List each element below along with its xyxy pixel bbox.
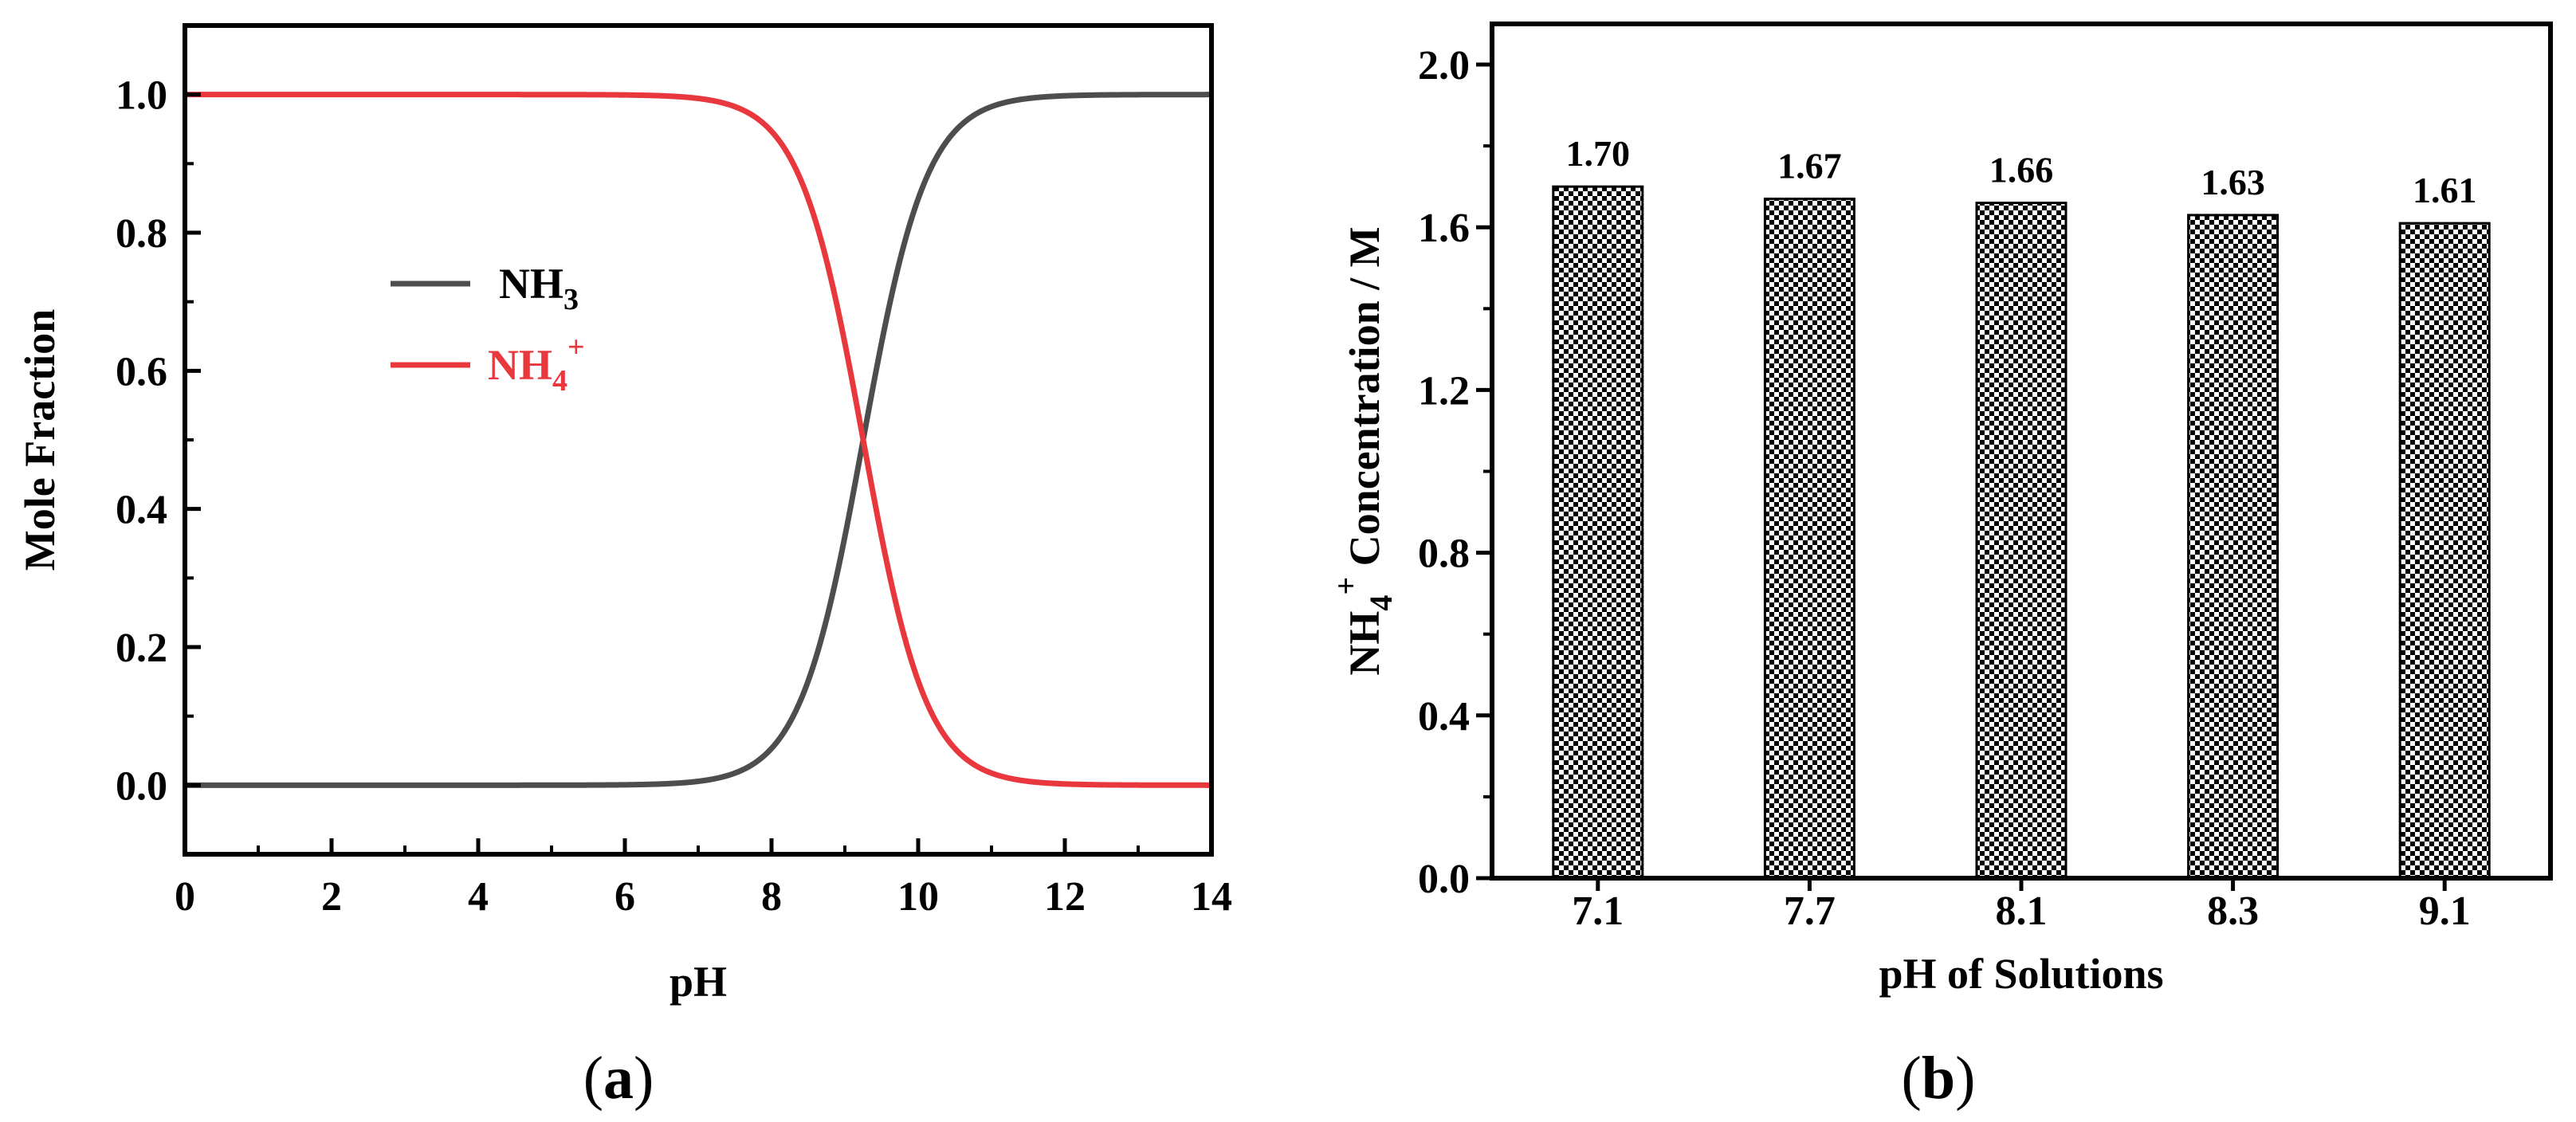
legend-label-nh4: NH4+ — [488, 331, 585, 398]
panel-b-x-tick-label: 9.1 — [2419, 889, 2471, 934]
panel-b-bars: 1.70 1.67 1.66 1.63 1.61 — [1552, 133, 2491, 880]
panel-a-x-tick-label: 2 — [321, 874, 342, 920]
legend-label-nh3: NH3 — [499, 260, 579, 316]
panel-b-bar-chart: 1.70 1.67 1.66 1.63 1.61 0.00.40.81.21.62.0 … — [1328, 22, 2553, 1112]
panel-b-y-tick-label: 0.4 — [1418, 694, 1470, 740]
legend-nh4-sub: 4 — [552, 364, 567, 398]
series-line-nh3 — [185, 92, 1211, 788]
series-line-nh4 — [185, 92, 1211, 788]
panel-a-caption: (a) — [583, 1045, 654, 1112]
panel-b-y-tick-label: 1.6 — [1418, 206, 1470, 251]
panel-a-x-axis-title: pH — [670, 958, 727, 1006]
panel-b-ylabel-sub: 4 — [1363, 595, 1399, 611]
panel-a-x-tick-label: 4 — [468, 874, 489, 920]
panel-a-x-tick-label: 0 — [175, 874, 195, 920]
panel-a-y-tick-label: 0.2 — [116, 626, 167, 671]
panel-a-y-tick-label: 0.6 — [116, 349, 167, 394]
panel-b-x-tick-label: 7.7 — [1784, 889, 1836, 934]
bar-value-label: 1.70 — [1566, 133, 1631, 174]
panel-a-line-chart: 0.0 0.2 0.4 0.6 0.8 1.0 0 2 4 6 8 10 12 14 Mole Frac… — [16, 23, 1232, 1112]
panel-b-ylabel-sup: + — [1328, 577, 1364, 595]
panel-a-x-tick-label: 8 — [761, 874, 782, 920]
panel-b-y-tick-label: 1.2 — [1418, 368, 1470, 414]
legend-nh4-sup: + — [567, 331, 585, 364]
bar-ph-7-1 — [1552, 185, 1644, 880]
panel-b-y-axis-title: NH4+ Concentration / M — [1328, 226, 1399, 675]
legend-nh3-sub: 3 — [564, 283, 579, 316]
panel-b-y-tick-label: 0.0 — [1418, 857, 1470, 902]
legend-nh4-main: NH — [488, 341, 552, 389]
panel-b-caption-letter: b — [1922, 1045, 1955, 1112]
panel-a-y-axis-title: Mole Fraction — [16, 309, 64, 571]
bar-ph-9-1 — [2398, 222, 2491, 880]
panel-a-legend: NH3 NH4+ — [391, 260, 585, 398]
bar-value-label: 1.61 — [2413, 170, 2477, 210]
bar-ph-8-1 — [1975, 202, 2067, 880]
bar-value-label: 1.66 — [1989, 150, 2054, 190]
panel-b-x-axis: 7.1 7.7 8.1 8.3 9.1 — [1572, 878, 2471, 934]
panel-b-x-tick-label: 8.3 — [2207, 889, 2259, 934]
panel-b-y-axis: 0.0 0.4 0.8 1.2 1.6 2.0 — [1418, 43, 1492, 902]
panel-a-x-tick-label: 10 — [897, 874, 939, 920]
panel-a-y-tick-label: 1.0 — [116, 73, 167, 119]
bar-value-label: 1.63 — [2201, 162, 2265, 202]
panel-b-x-axis-title: pH of Solutions — [1879, 950, 2163, 998]
legend-nh3-main: NH — [499, 260, 564, 308]
panel-a-y-tick-label: 0.8 — [116, 211, 167, 257]
panel-a-y-axis: 0.0 0.2 0.4 0.6 0.8 1.0 — [116, 73, 201, 809]
panel-b-ylabel-rest: Concentration / M — [1341, 226, 1388, 576]
panel-a-caption-letter: a — [603, 1045, 634, 1112]
panel-b-x-tick-label: 8.1 — [1996, 889, 2048, 934]
bar-ph-8-3 — [2187, 214, 2280, 880]
panel-a-y-tick-label: 0.0 — [116, 763, 167, 809]
panel-b-ylabel-main: NH — [1341, 611, 1388, 676]
panel-a-x-tick-label: 12 — [1044, 874, 1086, 920]
panel-a-frame — [183, 23, 1214, 857]
panel-a-y-tick-label: 0.4 — [116, 488, 167, 533]
panel-a-x-tick-label: 6 — [615, 874, 635, 920]
panel-a-x-tick-label: 14 — [1191, 874, 1232, 920]
bar-ph-7-7 — [1763, 198, 1855, 880]
panel-b-caption: (b) — [1902, 1045, 1976, 1112]
panel-a-x-axis: 0 2 4 6 8 10 12 14 — [175, 838, 1232, 920]
panel-b-y-tick-label: 0.8 — [1418, 532, 1470, 577]
panel-b-y-tick-label: 2.0 — [1418, 43, 1470, 88]
bar-value-label: 1.67 — [1777, 146, 1842, 186]
panel-b-x-tick-label: 7.1 — [1572, 889, 1624, 934]
panel-a-plot-area — [185, 92, 1211, 788]
